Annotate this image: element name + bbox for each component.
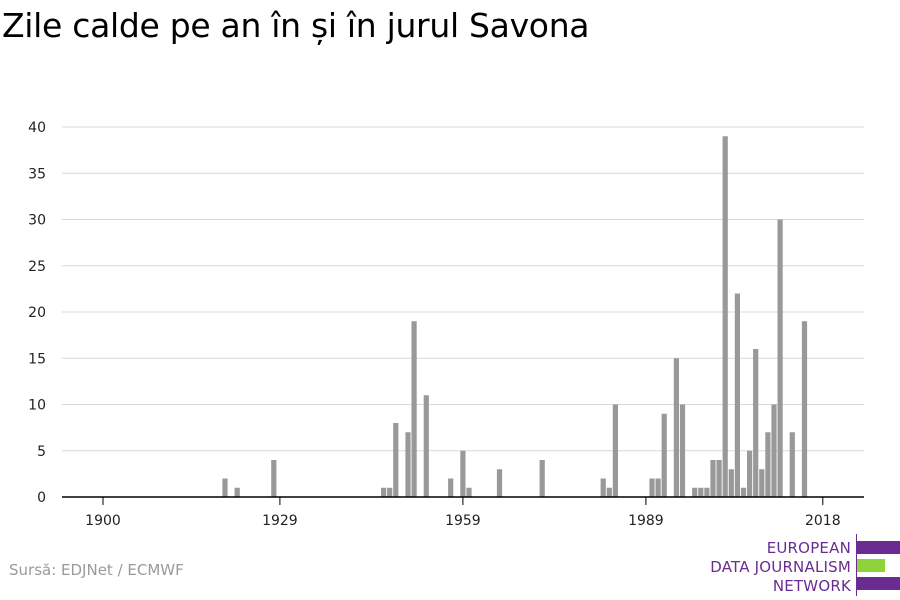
y-tick-label: 20 <box>28 305 46 321</box>
bar-1972 <box>539 460 545 497</box>
bar-1947 <box>387 487 393 497</box>
bar-2002 <box>722 136 728 497</box>
bars <box>222 136 808 497</box>
bar-1965 <box>496 469 503 497</box>
bar-1997 <box>692 487 698 497</box>
logo-line-1: EUROPEAN <box>766 539 851 557</box>
logo-line-3: NETWORK <box>772 577 851 595</box>
edjnet-logo: EUROPEAN DATA JOURNALISM NETWORK <box>706 534 900 596</box>
bar-1994 <box>673 358 679 497</box>
bar-1953 <box>423 395 429 497</box>
logo-bar-green <box>857 559 885 572</box>
x-tick-label: 2018 <box>805 513 841 529</box>
bar-1984 <box>612 404 618 497</box>
y-axis-ticks: 0 5 10 15 20 25 30 35 40 <box>28 120 46 506</box>
x-tick-label: 1989 <box>628 513 664 529</box>
bar-1990 <box>649 478 655 497</box>
bar-1995 <box>679 404 686 497</box>
bar-1960 <box>466 487 472 497</box>
logo-bar-purple-bottom <box>857 577 900 590</box>
bar-1957 <box>448 478 454 497</box>
bar-2007 <box>753 349 759 497</box>
bar-2008 <box>759 469 765 497</box>
bar-2005 <box>740 487 747 497</box>
bar-1951 <box>411 321 417 497</box>
bar-1946 <box>381 487 387 497</box>
bar-1922 <box>234 487 240 497</box>
y-tick-label: 40 <box>28 120 46 136</box>
y-tick-label: 15 <box>28 351 46 367</box>
bar-1991 <box>655 478 661 497</box>
logo-divider <box>856 534 857 596</box>
bar-1959 <box>460 450 466 497</box>
x-tick-label: 1959 <box>445 513 481 529</box>
bar-2010 <box>771 404 777 497</box>
bar-1998 <box>698 487 704 497</box>
bar-2015 <box>801 321 808 497</box>
bar-1999 <box>704 487 710 497</box>
logo-bar-purple-top <box>857 541 900 554</box>
logo-line-2: DATA JOURNALISM <box>710 558 851 576</box>
bar-2004 <box>734 293 740 497</box>
y-tick-label: 10 <box>28 398 46 414</box>
bar-1950 <box>405 432 411 497</box>
x-axis-ticks: 1900 1929 1959 1989 2018 <box>85 497 841 529</box>
y-tick-label: 5 <box>37 444 46 460</box>
y-tick-label: 30 <box>28 213 46 229</box>
bar-1920 <box>222 478 228 497</box>
bar-2001 <box>716 460 722 497</box>
bar-2003 <box>728 469 734 497</box>
bar-1992 <box>661 413 667 497</box>
y-tick-label: 0 <box>37 490 46 506</box>
gridlines <box>62 126 864 452</box>
bar-2009 <box>765 432 771 497</box>
source-note: Sursă: EDJNet / ECMWF <box>9 561 184 579</box>
bar-2013 <box>789 432 795 497</box>
logo-text: EUROPEAN DATA JOURNALISM NETWORK <box>710 539 851 596</box>
x-tick-label: 1929 <box>262 513 298 529</box>
x-tick-label: 1900 <box>85 513 121 529</box>
bar-1982 <box>600 478 606 497</box>
bar-2006 <box>747 450 753 497</box>
bar-1948 <box>393 423 399 497</box>
bar-2000 <box>710 460 716 497</box>
bar-2011 <box>777 219 783 497</box>
y-tick-label: 25 <box>28 259 46 275</box>
y-tick-label: 35 <box>28 166 46 182</box>
bar-1983 <box>606 487 612 497</box>
chart-title: Zile calde pe an în și în jurul Savona <box>2 6 590 45</box>
bar-1928 <box>271 460 277 497</box>
